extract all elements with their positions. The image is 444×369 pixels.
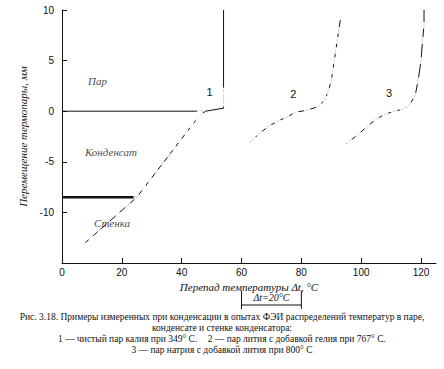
svg-text:3: 3	[386, 87, 392, 99]
svg-text:Конденсат: Конденсат	[84, 146, 137, 158]
svg-text:-5: -5	[45, 156, 54, 167]
svg-text:Перемещение термопары, мм: Перемещение термопары, мм	[17, 66, 29, 208]
html-text:1 — чистый пар калия при 349°: 1 — чистый пар калия при 349° С.	[58, 334, 198, 344]
svg-text:5: 5	[48, 55, 54, 66]
svg-text:10: 10	[43, 5, 55, 16]
svg-text:120: 120	[413, 267, 430, 278]
html-text:3 — пар натрия с добавкой лити: 3 — пар натрия с добавкой лития при 800°…	[131, 345, 313, 355]
svg-text:40: 40	[176, 267, 188, 278]
svg-text:Пар: Пар	[87, 75, 107, 87]
svg-text:Стенка: Стенка	[94, 217, 131, 229]
svg-text:1: 1	[206, 86, 212, 98]
html-text:2 — пар лития с добавкой гелия: 2 — пар лития с добавкой гелия при 767° …	[207, 334, 386, 344]
svg-text:-10: -10	[40, 207, 55, 218]
svg-text:100: 100	[353, 267, 370, 278]
svg-text:60: 60	[236, 267, 248, 278]
svg-text:20: 20	[116, 267, 128, 278]
html-text:Рис. 3.18. Примеры измеренных: Рис. 3.18. Примеры измеренных при конден…	[19, 312, 425, 333]
svg-text:80: 80	[296, 267, 308, 278]
svg-text:Перепад температуры Δt, °C: Перепад температуры Δt, °C	[179, 281, 319, 293]
svg-text:0: 0	[59, 267, 65, 278]
svg-text:Δt=20°C: Δt=20°C	[253, 291, 290, 303]
svg-text:2: 2	[290, 88, 296, 100]
svg-text:0: 0	[48, 106, 54, 117]
